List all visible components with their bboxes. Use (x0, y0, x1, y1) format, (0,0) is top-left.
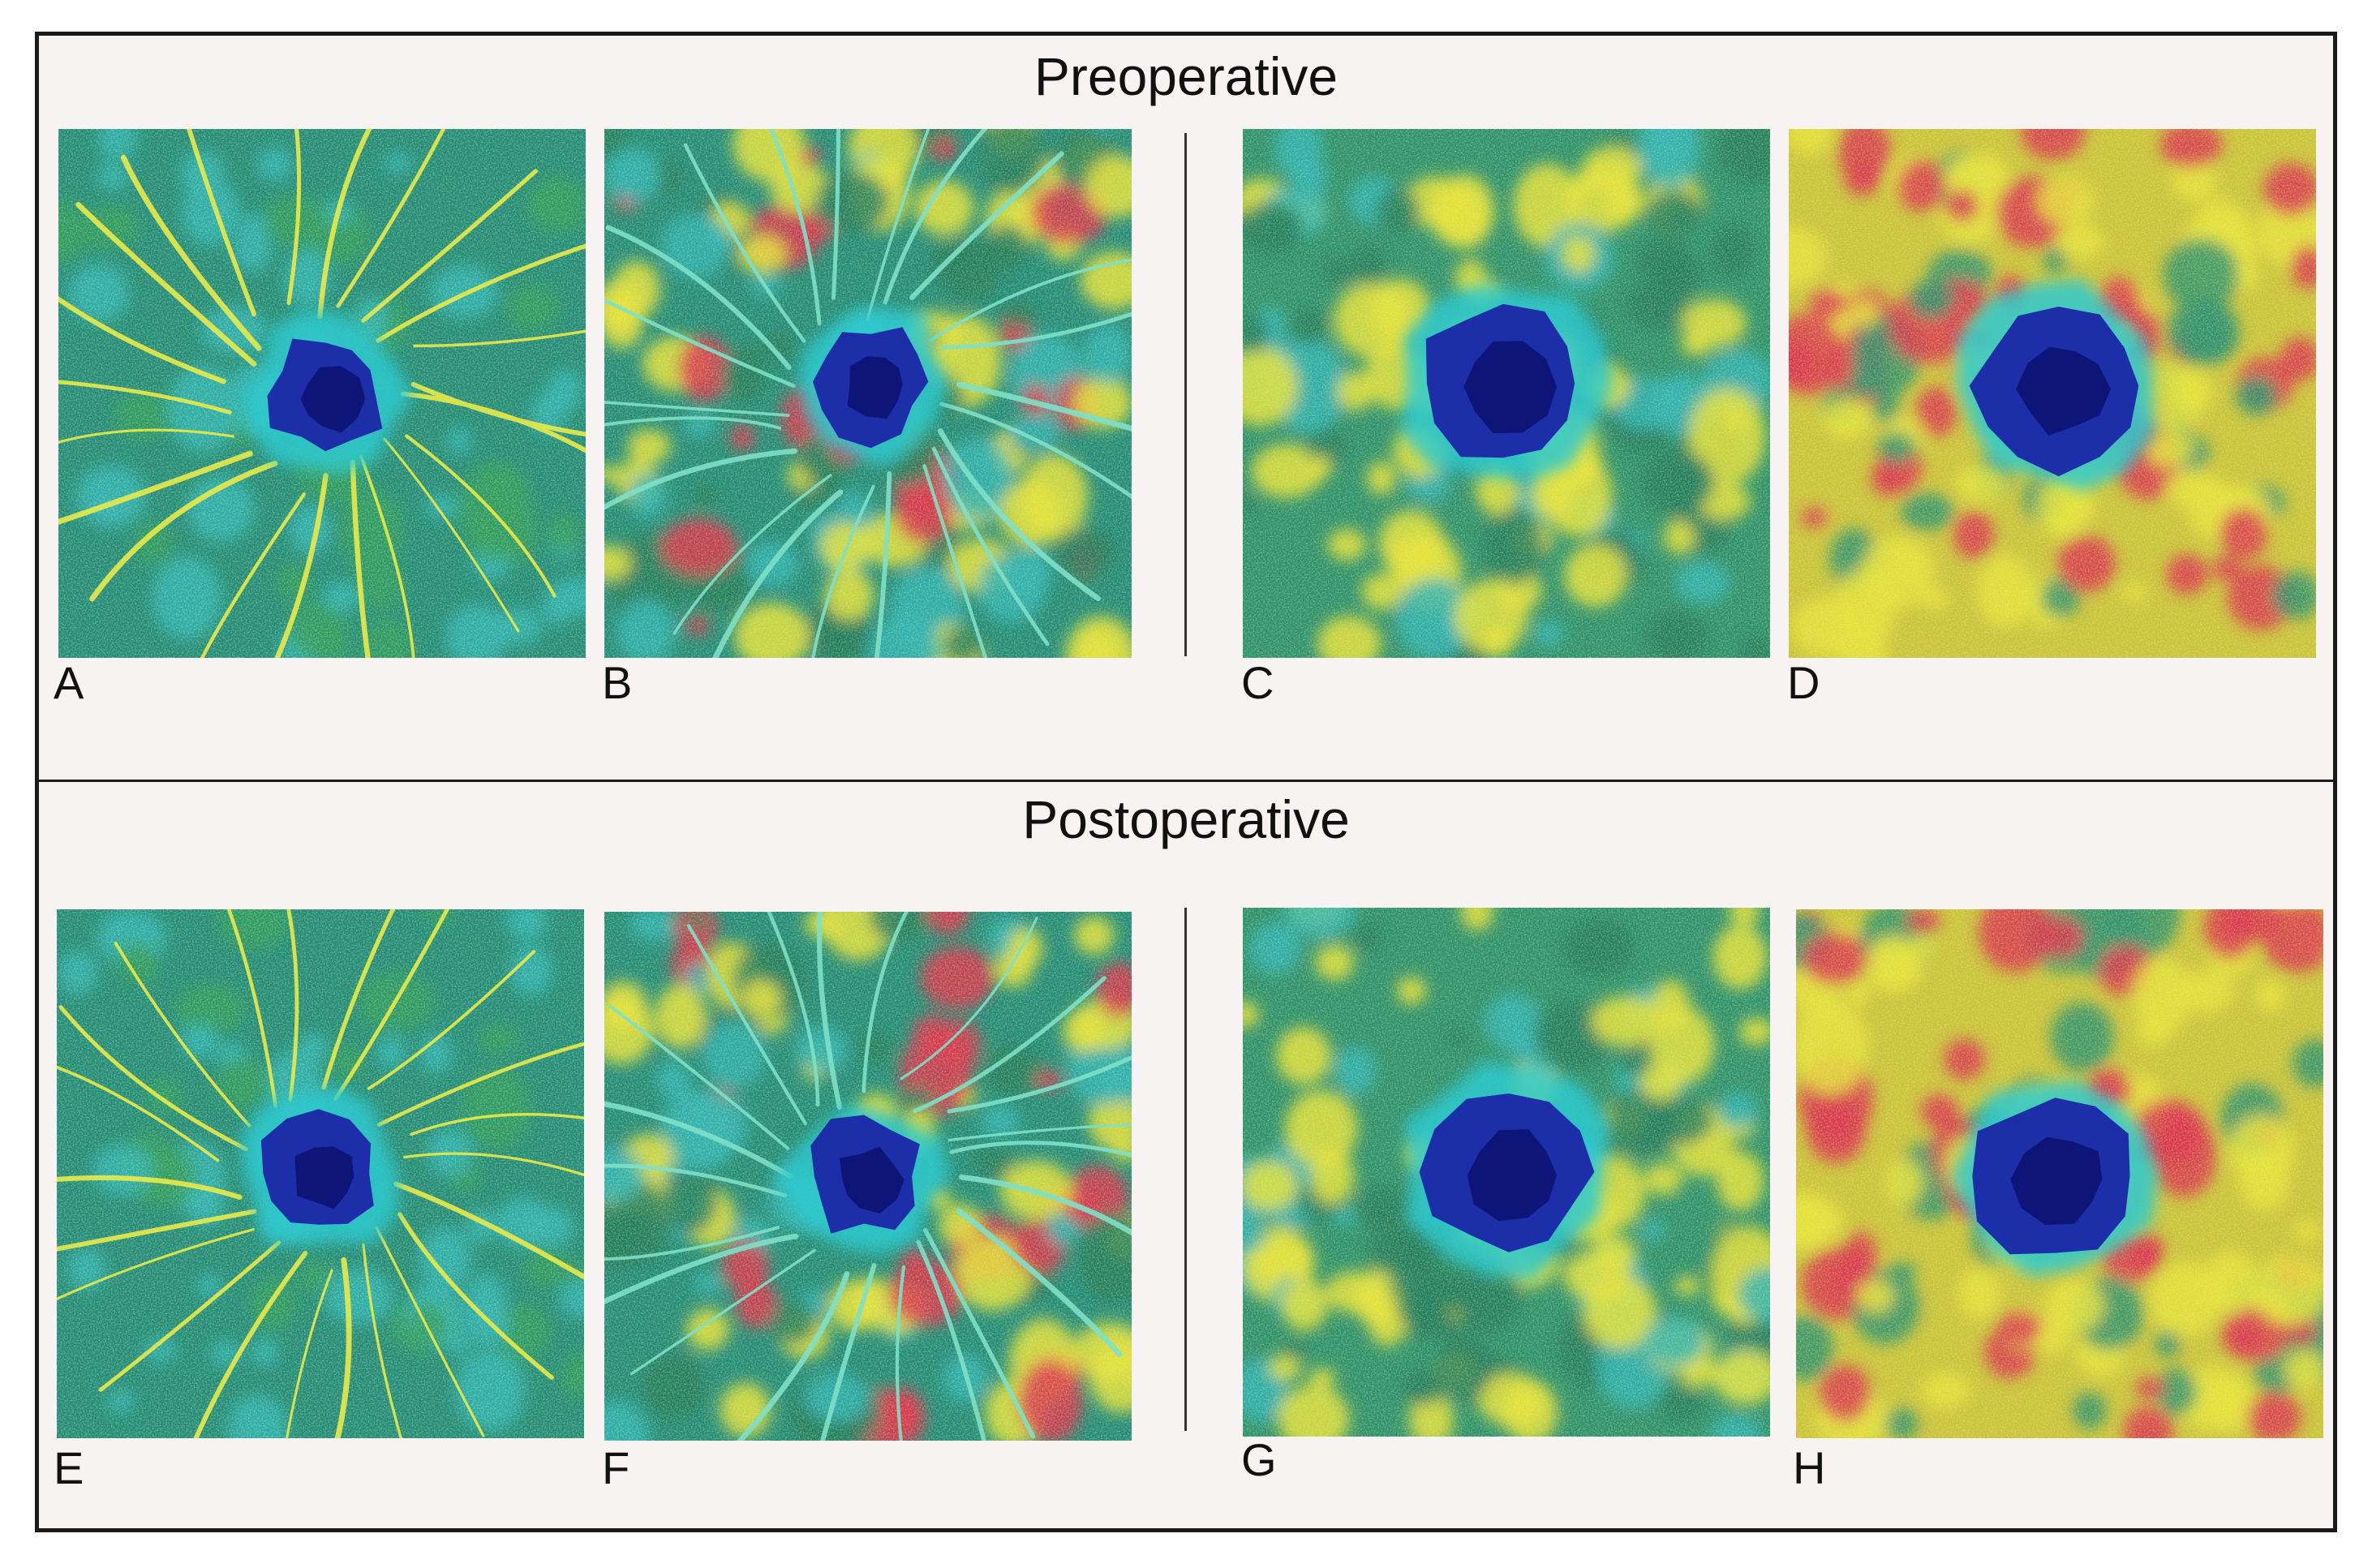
panel-divider-preoperative (1184, 133, 1187, 656)
panel-g-image (1243, 908, 1770, 1437)
figure-frame: Preoperative Postoperative A B C D E F G… (35, 32, 2337, 1532)
panel-label-c: C (1241, 657, 1274, 708)
section-title-preoperative: Preoperative (1033, 46, 1339, 106)
panel-h-image (1796, 909, 2323, 1438)
panel-label-e: E (54, 1442, 84, 1493)
panel-divider-postoperative (1184, 908, 1187, 1431)
section-divider (39, 780, 2333, 782)
panel-c-image (1243, 129, 1770, 658)
panel-f-image (604, 912, 1132, 1441)
panel-label-f: F (602, 1442, 630, 1493)
panel-d-image (1789, 129, 2316, 658)
panel-label-g: G (1241, 1434, 1277, 1485)
panel-label-h: H (1793, 1442, 1826, 1493)
panel-label-b: B (602, 657, 633, 708)
panel-b-image (604, 129, 1132, 658)
section-title-postoperative: Postoperative (1022, 789, 1350, 849)
panel-label-d: D (1787, 657, 1820, 708)
panel-label-a: A (54, 657, 84, 708)
panel-a-image (58, 129, 586, 658)
panel-e-image (57, 909, 584, 1438)
